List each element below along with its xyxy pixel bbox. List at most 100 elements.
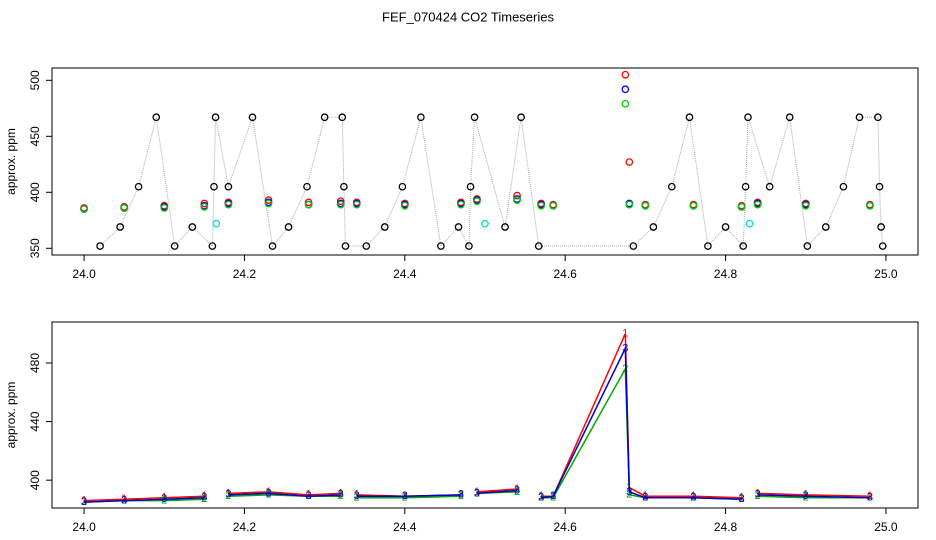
series-line [541, 366, 742, 500]
x-tick-label: 24.2 [233, 520, 257, 534]
point [264, 196, 273, 204]
point [341, 242, 350, 250]
series-line [84, 496, 205, 503]
series-line [356, 494, 461, 498]
point [625, 200, 634, 209]
point [875, 182, 884, 191]
point [470, 113, 479, 122]
point-marker: 1 [458, 489, 464, 501]
point-marker: 2 [458, 490, 464, 502]
point-marker: 3 [201, 492, 207, 504]
point-marker: 2 [626, 489, 632, 501]
point [803, 242, 812, 250]
point [417, 113, 425, 122]
point-marker: 3 [626, 486, 632, 498]
point [741, 182, 750, 191]
point [621, 85, 630, 94]
x-tick-label: 24.4 [393, 520, 417, 534]
point [534, 242, 543, 250]
series-line [757, 494, 870, 499]
point [170, 242, 179, 250]
point [689, 201, 698, 210]
point-marker: 1 [201, 490, 207, 502]
point [304, 198, 313, 207]
point-marker: 3 [514, 484, 520, 496]
point-marker: 2 [755, 490, 761, 502]
x-tick-label: 24.6 [554, 520, 578, 534]
point-marker: 3 [550, 490, 556, 502]
point [649, 223, 658, 231]
point [704, 242, 712, 250]
point [801, 201, 810, 210]
point [641, 201, 650, 210]
point [224, 200, 233, 209]
point-marker: 2 [338, 490, 344, 502]
y-tick-label: 450 [28, 126, 42, 146]
point [753, 200, 762, 209]
point-marker: 2 [514, 486, 520, 498]
point-marker: 1 [803, 489, 809, 501]
point [338, 113, 347, 122]
point [685, 113, 694, 122]
point [400, 201, 409, 210]
series-line [476, 489, 518, 495]
series-line [228, 491, 341, 496]
point [866, 201, 874, 210]
point-marker: 3 [642, 492, 648, 504]
point-marker: 1 [514, 483, 520, 495]
point [120, 204, 129, 212]
point-marker: 3 [739, 493, 745, 505]
point [340, 182, 348, 191]
point-marker: 3 [755, 489, 761, 501]
point-marker: 3 [306, 490, 312, 502]
point [629, 242, 638, 250]
series-line [356, 495, 461, 499]
point-marker: 3 [402, 490, 408, 502]
point [473, 197, 481, 206]
point [212, 219, 221, 228]
point-marker: 2 [225, 490, 231, 502]
point [398, 182, 407, 191]
point-marker: 3 [81, 496, 87, 508]
point [501, 223, 509, 231]
point-marker: 2 [550, 492, 556, 504]
plot-frame [51, 67, 919, 256]
point-marker: 1 [121, 493, 127, 505]
point [855, 113, 864, 122]
point [208, 242, 217, 250]
point-marker: 3 [803, 490, 809, 502]
point [765, 182, 774, 191]
point-marker: 3 [121, 495, 127, 507]
series-line [99, 116, 884, 248]
point [821, 223, 830, 231]
point [454, 223, 463, 231]
point [304, 200, 313, 209]
x-tick-label: 25.0 [874, 520, 898, 534]
point [264, 199, 273, 208]
y-tick-label: 480 [28, 353, 42, 373]
point [303, 182, 311, 191]
point-marker: 3 [265, 487, 271, 499]
point-marker: 1 [867, 490, 873, 502]
point-marker: 1 [474, 486, 480, 498]
point-marker: 1 [161, 492, 167, 504]
point-marker: 1 [265, 486, 271, 498]
point [878, 242, 887, 250]
point-marker: 3 [622, 342, 628, 354]
point-marker: 2 [402, 492, 408, 504]
point-marker: 3 [161, 493, 167, 505]
point [874, 113, 882, 122]
point [362, 242, 371, 250]
point-marker: 3 [538, 492, 544, 504]
point [481, 219, 489, 228]
point-marker: 2 [803, 492, 809, 504]
point [210, 182, 218, 191]
point [188, 223, 197, 231]
point [336, 200, 345, 209]
point [80, 205, 88, 213]
point-marker: 1 [642, 490, 648, 502]
y-tick-label: 500 [28, 70, 42, 90]
point-marker: 1 [538, 490, 544, 502]
point [465, 242, 473, 250]
